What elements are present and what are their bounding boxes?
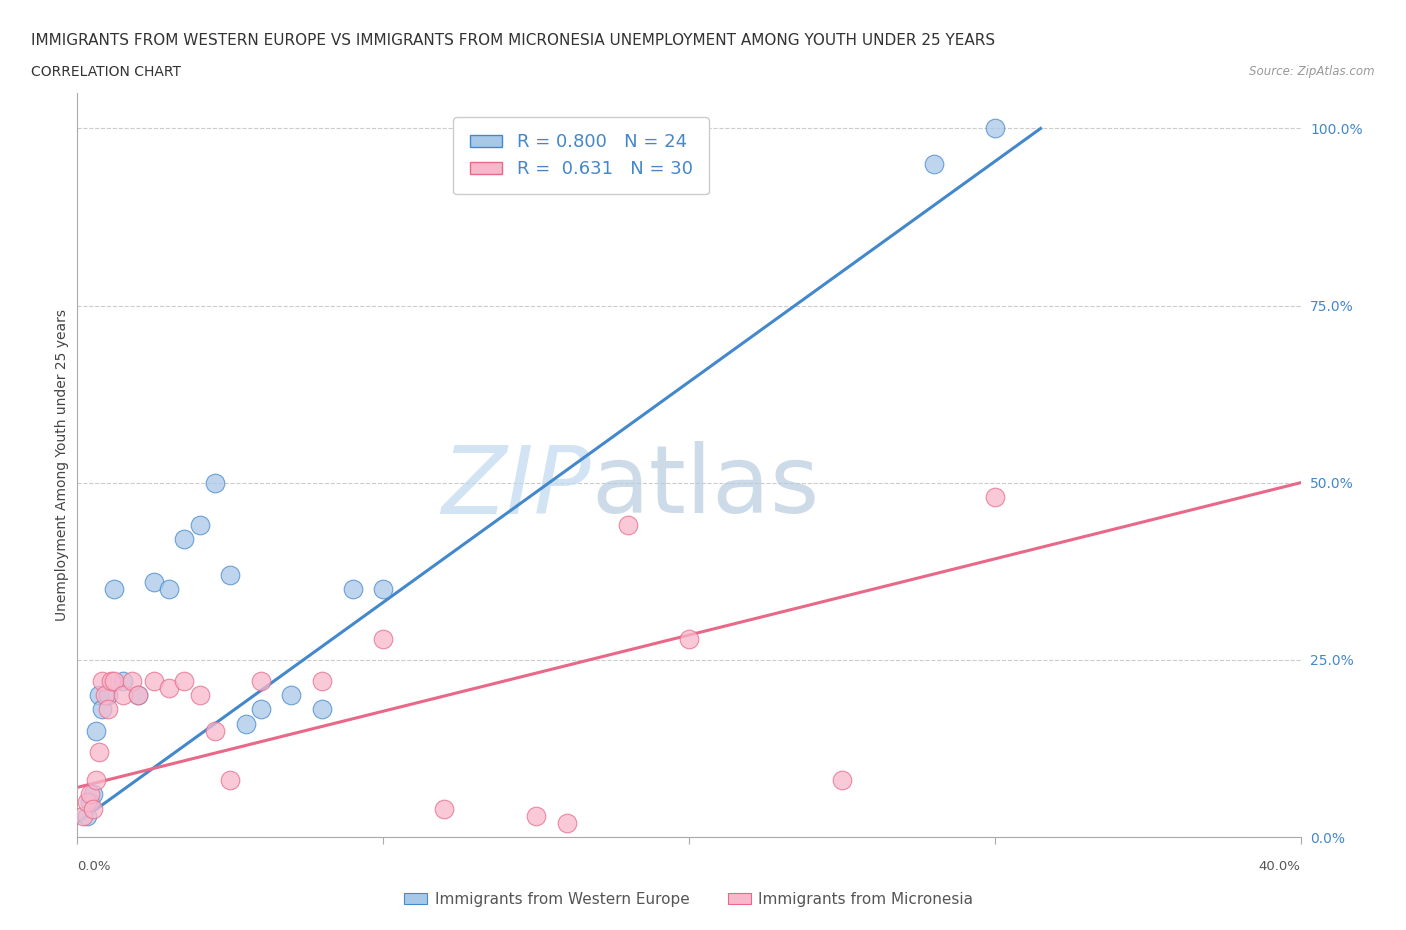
Point bbox=[142, 673, 165, 688]
Text: CORRELATION CHART: CORRELATION CHART bbox=[31, 65, 181, 79]
Point bbox=[79, 787, 101, 802]
Point bbox=[433, 802, 456, 817]
Legend: R = 0.800   N = 24, R =  0.631   N = 30: R = 0.800 N = 24, R = 0.631 N = 30 bbox=[453, 117, 709, 194]
Point bbox=[371, 581, 394, 596]
Point bbox=[617, 518, 640, 533]
Point bbox=[157, 581, 180, 596]
Point bbox=[342, 581, 364, 596]
Text: 40.0%: 40.0% bbox=[1258, 859, 1301, 872]
Point bbox=[79, 794, 101, 809]
Text: ZIP: ZIP bbox=[441, 442, 591, 533]
Point bbox=[97, 702, 120, 717]
Point bbox=[204, 724, 226, 738]
Point bbox=[250, 673, 273, 688]
Point bbox=[311, 702, 333, 717]
Point bbox=[112, 673, 135, 688]
Point bbox=[72, 808, 94, 823]
Text: atlas: atlas bbox=[591, 442, 820, 533]
Point bbox=[84, 724, 107, 738]
Point bbox=[188, 688, 211, 703]
Point bbox=[90, 673, 112, 688]
Point bbox=[922, 156, 945, 171]
Point bbox=[188, 518, 211, 533]
Point bbox=[204, 475, 226, 490]
Point bbox=[121, 673, 143, 688]
Point bbox=[76, 794, 98, 809]
Point bbox=[157, 681, 180, 696]
Legend: Immigrants from Western Europe, Immigrants from Micronesia: Immigrants from Western Europe, Immigran… bbox=[398, 886, 980, 913]
Y-axis label: Unemployment Among Youth under 25 years: Unemployment Among Youth under 25 years bbox=[55, 309, 69, 621]
Point bbox=[371, 631, 394, 646]
Text: 0.0%: 0.0% bbox=[77, 859, 111, 872]
Point bbox=[82, 802, 104, 817]
Point bbox=[173, 673, 195, 688]
Point bbox=[82, 787, 104, 802]
Point bbox=[76, 808, 98, 823]
Point bbox=[280, 688, 302, 703]
Point bbox=[112, 688, 135, 703]
Point bbox=[142, 575, 165, 590]
Point bbox=[103, 673, 125, 688]
Point bbox=[831, 773, 853, 788]
Point bbox=[235, 716, 257, 731]
Point bbox=[311, 673, 333, 688]
Point bbox=[97, 688, 120, 703]
Point bbox=[984, 489, 1007, 504]
Point bbox=[219, 567, 242, 582]
Point bbox=[524, 808, 547, 823]
Point bbox=[87, 745, 110, 760]
Text: IMMIGRANTS FROM WESTERN EUROPE VS IMMIGRANTS FROM MICRONESIA UNEMPLOYMENT AMONG : IMMIGRANTS FROM WESTERN EUROPE VS IMMIGR… bbox=[31, 33, 995, 47]
Point bbox=[100, 673, 122, 688]
Point bbox=[250, 702, 273, 717]
Point bbox=[678, 631, 700, 646]
Point bbox=[127, 688, 149, 703]
Point bbox=[127, 688, 149, 703]
Point bbox=[173, 532, 195, 547]
Text: Source: ZipAtlas.com: Source: ZipAtlas.com bbox=[1250, 65, 1375, 78]
Point bbox=[94, 688, 117, 703]
Point bbox=[984, 121, 1007, 136]
Point bbox=[219, 773, 242, 788]
Point bbox=[555, 816, 578, 830]
Point bbox=[87, 688, 110, 703]
Point bbox=[90, 702, 112, 717]
Point bbox=[84, 773, 107, 788]
Point bbox=[103, 581, 125, 596]
